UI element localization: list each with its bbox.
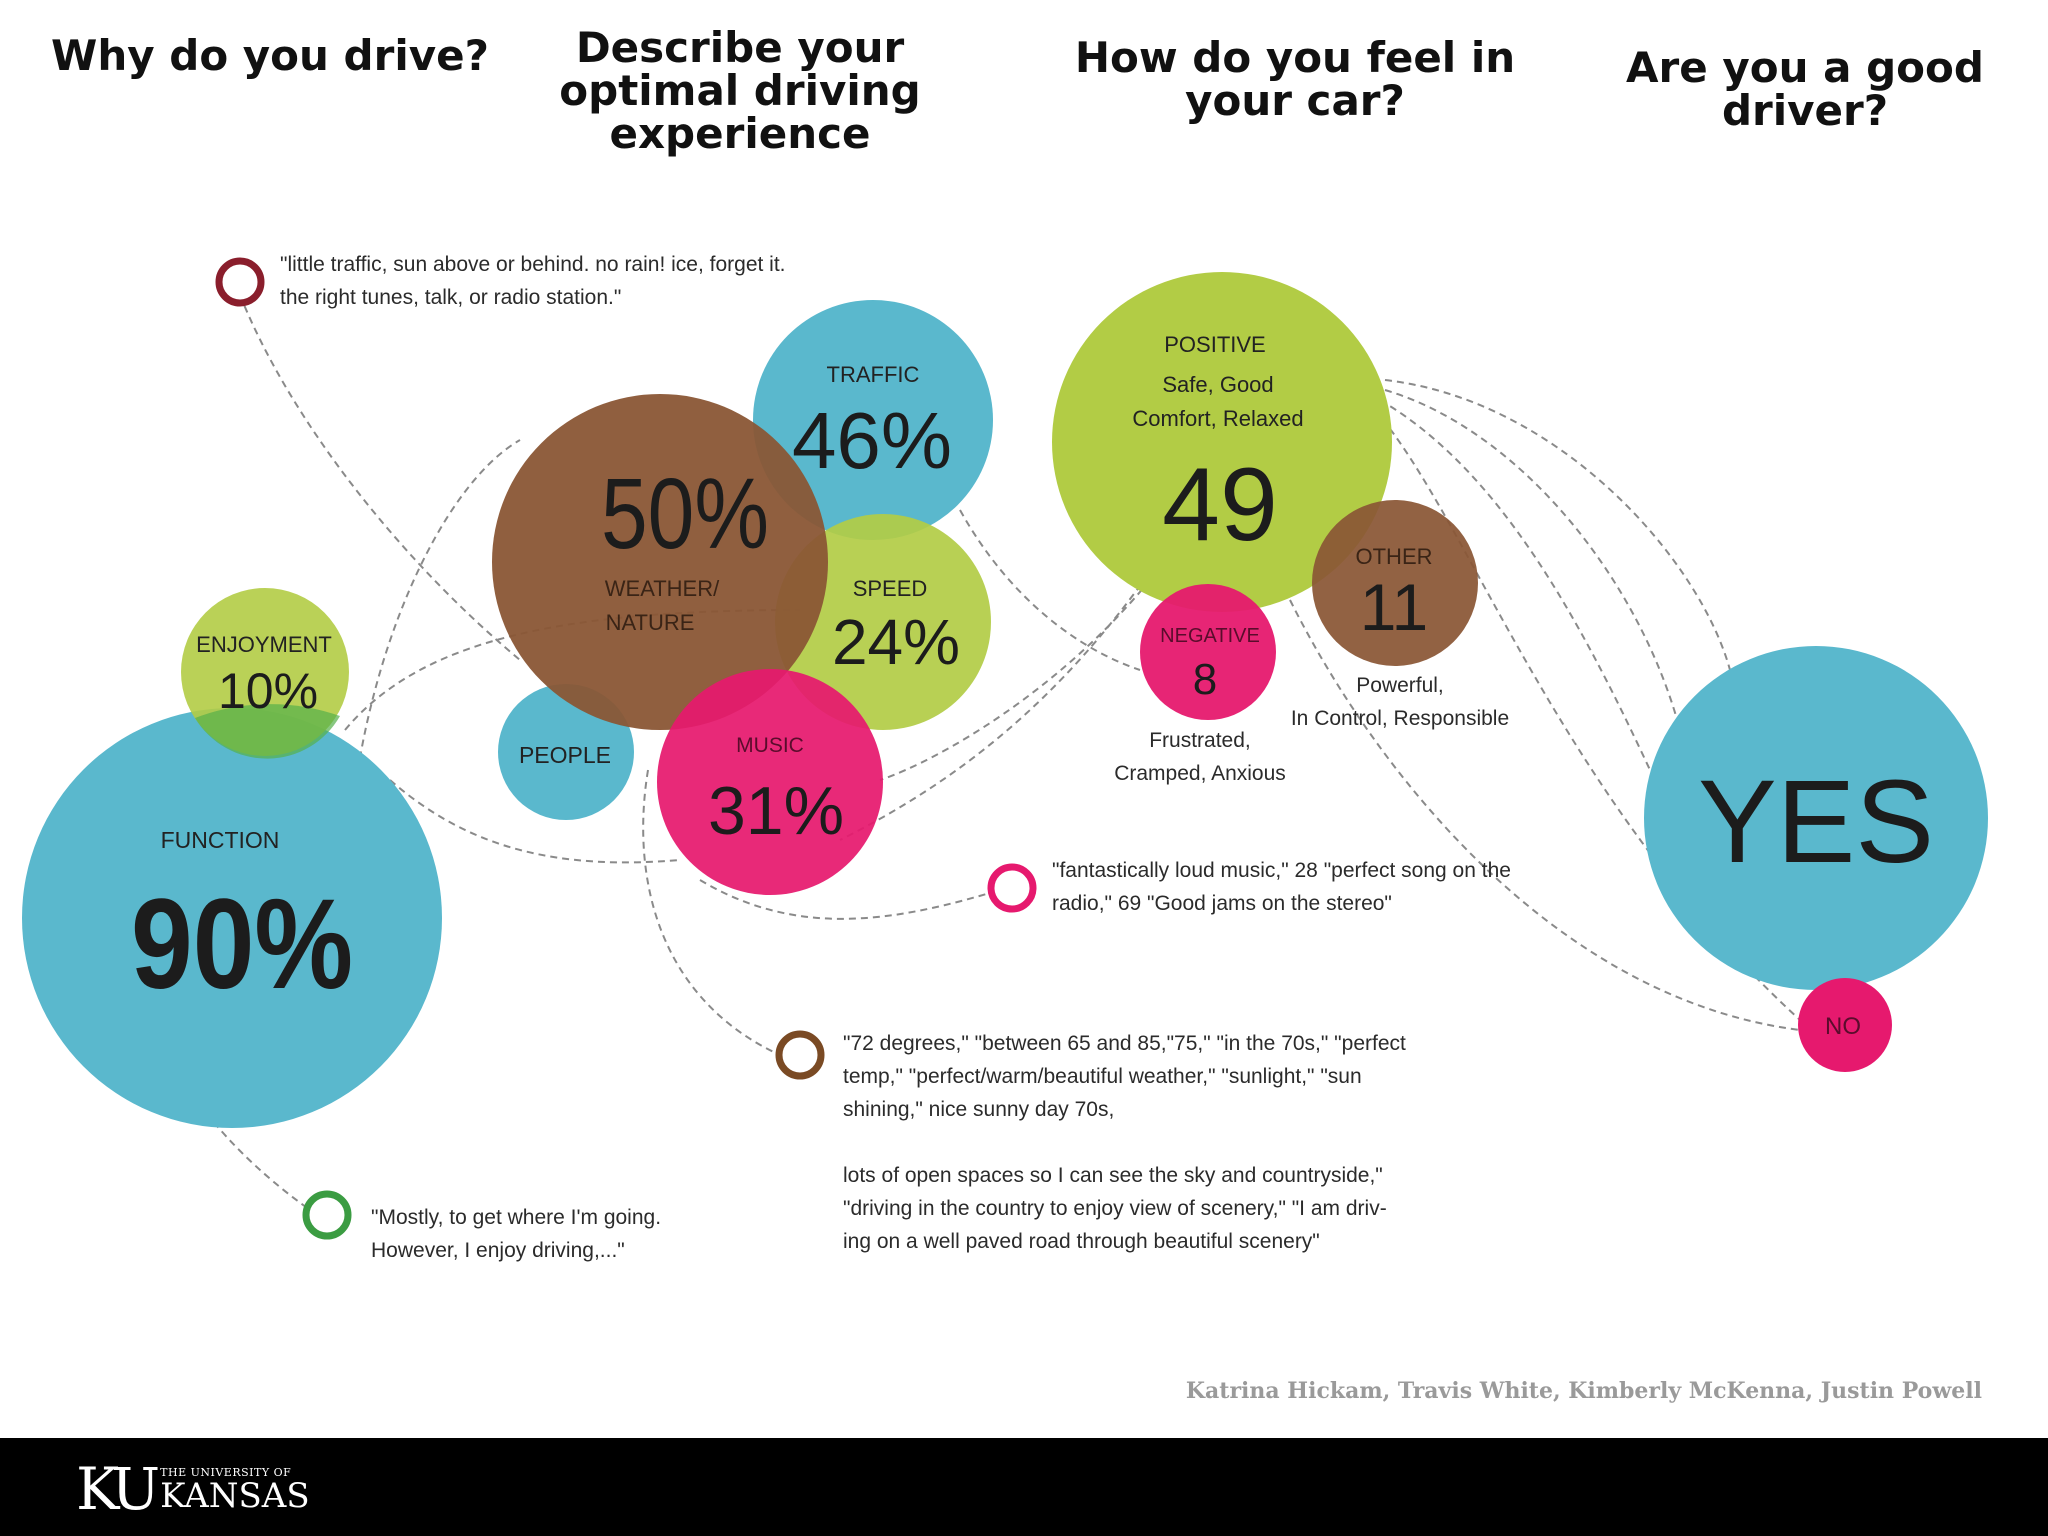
logo-ku: KU (76, 1455, 160, 1523)
connector-negative-no (1289, 599, 1801, 1031)
speed-value: 24% (832, 606, 960, 678)
music-quote: "fantastically loud music," 28 "perfect … (1052, 859, 1511, 915)
positive-sub2: Comfort, Relaxed (1132, 406, 1303, 431)
enjoyment-overlap (195, 704, 340, 759)
other-value: 11 (1360, 570, 1429, 644)
people-label: PEOPLE (519, 742, 611, 768)
enjoyment-label: ENJOYMENT (196, 632, 332, 657)
traffic-value: 46% (792, 396, 952, 485)
weather-label-line2: NATURE (606, 610, 695, 635)
negative-bubble (1140, 584, 1276, 720)
positive-value: 49 (1162, 447, 1278, 563)
connector-positive-yes-3 (1379, 399, 1651, 771)
question-good-driver: Are you a good driver? (1626, 43, 1984, 135)
connector-positive-yes-1 (1384, 379, 1731, 671)
traffic-label: TRAFFIC (827, 362, 920, 387)
footer-bar: KU THE UNIVERSITY OF KANSAS (0, 1438, 2048, 1536)
connector-enjoyment-weather (355, 439, 521, 783)
no-bubble (1798, 978, 1892, 1072)
credits: Katrina Hickam, Travis White, Kimberly M… (1185, 1378, 1982, 1404)
connector-music-quote (699, 879, 1001, 920)
music-label: MUSIC (736, 734, 804, 757)
university-logo: KU THE UNIVERSITY OF KANSAS (76, 1460, 310, 1518)
other-label: OTHER (1356, 544, 1433, 569)
connector-positive-speed (879, 579, 1151, 781)
logo-text: THE UNIVERSITY OF KANSAS (160, 1466, 309, 1513)
function-value: 90% (131, 873, 353, 1016)
negative-label: NEGATIVE (1160, 625, 1260, 647)
positive-bubble (1052, 272, 1392, 612)
weather-bubble (492, 394, 828, 730)
traffic-bubble (753, 300, 993, 540)
question-optimal-experience: Describe your optimal driving experience (559, 23, 921, 158)
positive-sub1: Safe, Good (1162, 372, 1273, 397)
music-bubble (657, 669, 883, 895)
weather-label-line1: WEATHER/ (605, 576, 720, 601)
weather-quote-ring (215, 257, 265, 307)
enjoyment-value: 10% (218, 663, 318, 719)
negative-description: Frustrated, Cramped, Anxious (1114, 729, 1286, 785)
connector-traffic-negative (959, 509, 1141, 671)
speed-bubble (775, 514, 991, 730)
logo-small-text: THE UNIVERSITY OF (160, 1465, 292, 1479)
music-value: 31% (708, 773, 844, 849)
function-quote: "Mostly, to get where I'm going. However… (371, 1206, 662, 1262)
connector-function-music (389, 779, 681, 864)
connector-positive-yes-2 (1384, 389, 1681, 731)
speed-label: SPEED (853, 576, 928, 601)
music-quote-ring (987, 863, 1037, 913)
logo-big-text: KANSAS (160, 1475, 310, 1516)
weather-value: 50% (601, 458, 769, 570)
negative-value: 8 (1193, 655, 1217, 704)
no-label: NO (1825, 1013, 1861, 1040)
other-bubble (1312, 500, 1478, 666)
temperature-quote: "72 degrees," "between 65 and 85,"75," "… (843, 1032, 1406, 1253)
question-feel-in-car: How do you feel in your car? (1074, 33, 1516, 125)
positive-label: POSITIVE (1164, 332, 1265, 357)
weather-quote: "little traffic, sun above or behind. no… (280, 253, 786, 309)
function-quote-ring (302, 1190, 352, 1240)
yes-label: YES (1698, 756, 1934, 888)
yes-bubble (1644, 646, 1988, 990)
connector-people-quote (642, 769, 781, 1056)
function-label: FUNCTION (161, 827, 280, 853)
connector-weather-quote (239, 294, 521, 661)
question-why-drive: Why do you drive? (51, 31, 489, 80)
temperature-quote-ring (775, 1030, 825, 1080)
other-description: Powerful, In Control, Responsible (1290, 674, 1510, 730)
function-bubble (22, 708, 442, 1128)
